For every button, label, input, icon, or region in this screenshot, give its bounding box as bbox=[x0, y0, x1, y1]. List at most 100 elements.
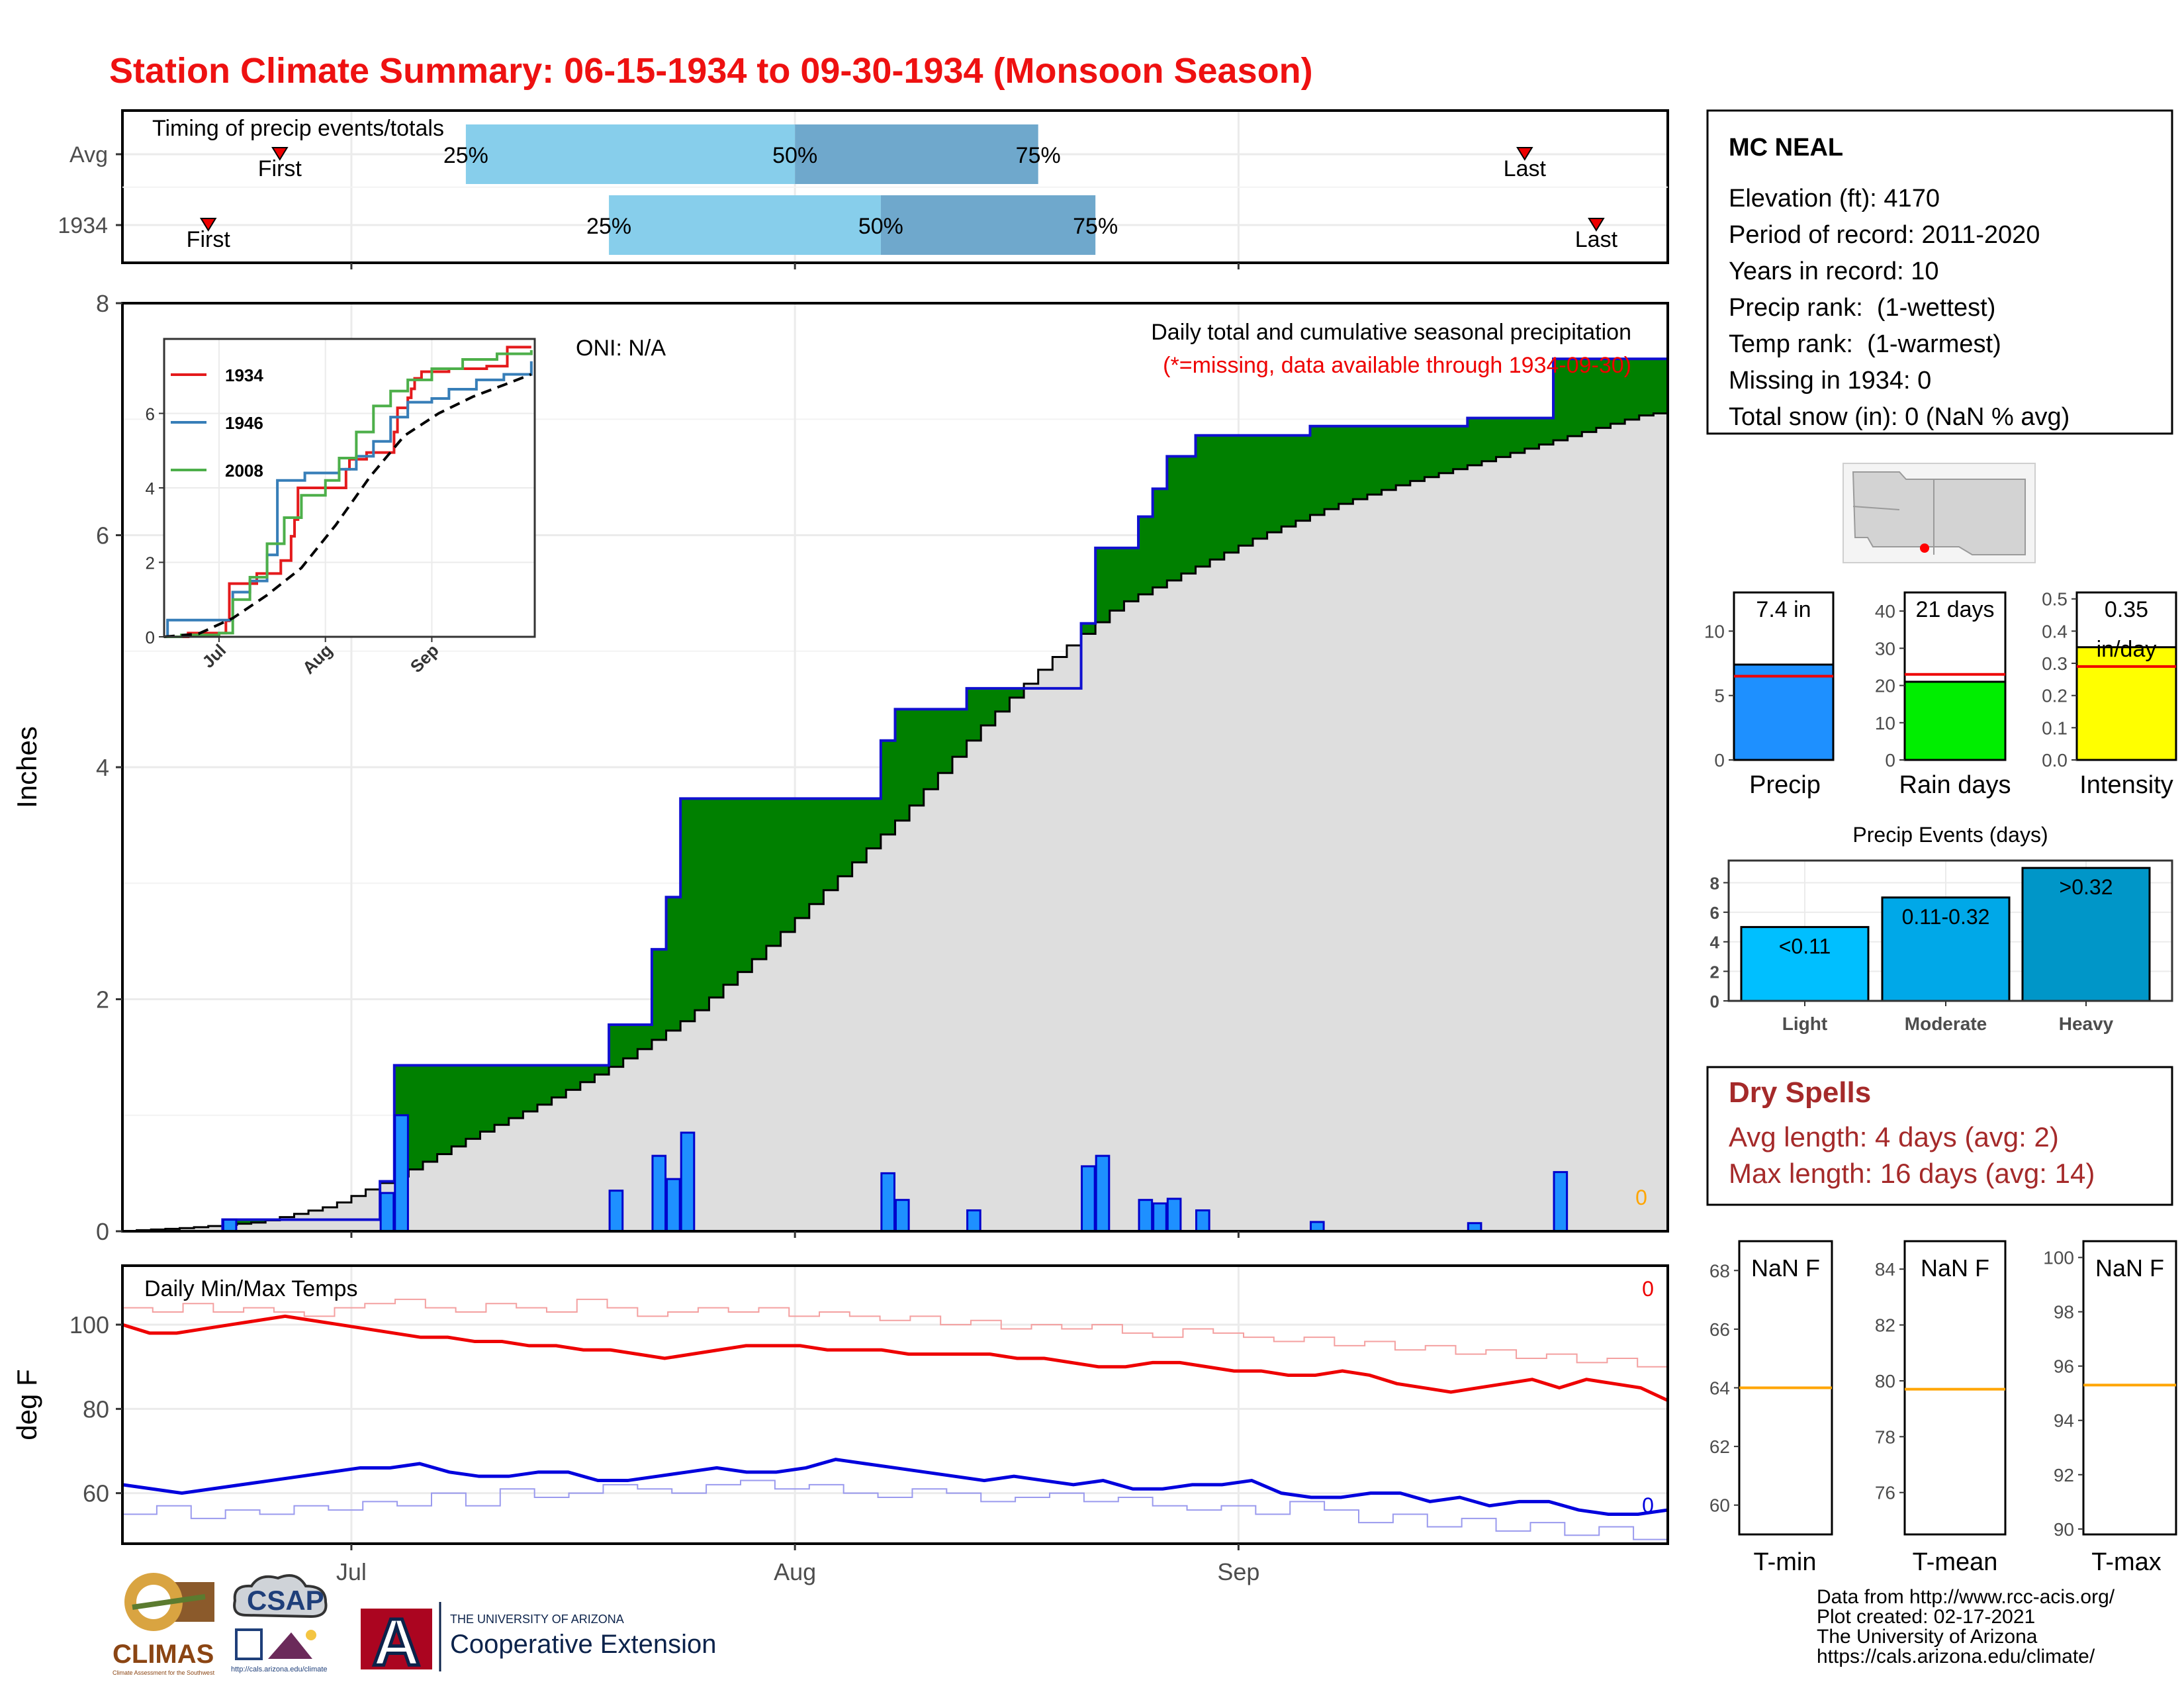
above-average-area bbox=[251, 1219, 266, 1223]
above-average-area bbox=[1396, 426, 1411, 486]
daily-precip-bar bbox=[1309, 1221, 1325, 1233]
above-average-area bbox=[981, 688, 996, 726]
above-average-area bbox=[1410, 426, 1426, 481]
daily-precip-bar bbox=[1095, 1154, 1111, 1233]
tmean-y-tick-label: 78 bbox=[1875, 1427, 1895, 1447]
station-name: MC NEAL bbox=[1729, 134, 1843, 162]
above-average-area bbox=[594, 1065, 610, 1075]
tmin-average-line bbox=[122, 1479, 1668, 1540]
above-average-area bbox=[1224, 435, 1239, 553]
above-average-area bbox=[480, 1065, 495, 1132]
total-value-bar bbox=[1903, 680, 2007, 761]
station-missing: Missing in 1934: 0 bbox=[1729, 367, 1931, 395]
above-average-area bbox=[1353, 426, 1368, 500]
y-axis-label: Inches bbox=[11, 726, 42, 808]
above-average-area bbox=[1081, 623, 1096, 634]
daily-precip-bar bbox=[608, 1190, 624, 1233]
footer-plot-created: Plot created: 02-17-2021 bbox=[1817, 1606, 2035, 1628]
tmean-panel-frame bbox=[1903, 1240, 2007, 1536]
last-event-marker bbox=[1588, 218, 1605, 232]
y-tick-label: 6 bbox=[96, 522, 109, 549]
total-axis-label: Intensity bbox=[2079, 771, 2173, 799]
timing-title: Timing of precip events/totals bbox=[152, 116, 444, 141]
page-title: Station Climate Summary: 06-15-1934 to 0… bbox=[109, 51, 1313, 91]
oni-label: ONI: N/A bbox=[576, 336, 666, 361]
total-y-tick-label: 0 bbox=[1714, 750, 1725, 771]
above-average-area bbox=[1338, 426, 1353, 504]
above-average-area bbox=[1467, 418, 1482, 465]
y-tick-label: 0 bbox=[96, 1218, 109, 1245]
total-value-unit-label: in/day bbox=[2097, 637, 2157, 662]
first-event-label: First bbox=[258, 156, 302, 181]
above-average-area bbox=[1253, 435, 1268, 539]
above-average-area bbox=[566, 1065, 581, 1090]
y-tick-label: 2 bbox=[96, 986, 109, 1013]
timing-q75-label: 75% bbox=[1073, 214, 1118, 239]
station-years: Years in record: 10 bbox=[1729, 258, 1939, 285]
above-average-area bbox=[609, 1025, 624, 1067]
timing-bar-q25-q50 bbox=[609, 195, 881, 255]
ua-logo-top: THE UNIVERSITY OF ARIZONA bbox=[450, 1613, 624, 1626]
tmean-y-tick-label: 84 bbox=[1875, 1259, 1895, 1280]
above-average-area bbox=[580, 1065, 596, 1082]
above-average-area bbox=[866, 798, 882, 849]
timing-row-label: Avg bbox=[69, 142, 108, 167]
above-average-area bbox=[1324, 426, 1340, 510]
timing-panel: 25% 50% 75% First Last Avg 25% 50% 75% First Last 1… bbox=[58, 109, 1669, 269]
above-average-area bbox=[723, 798, 739, 985]
above-average-area bbox=[465, 1065, 481, 1139]
above-average-area bbox=[494, 1065, 510, 1125]
above-average-area bbox=[1439, 426, 1454, 473]
above-average-area bbox=[1625, 359, 1640, 420]
above-average-area bbox=[1367, 426, 1383, 495]
above-average-area bbox=[1152, 489, 1167, 588]
timing-q50-label: 50% bbox=[858, 214, 903, 239]
above-average-area bbox=[1539, 418, 1554, 445]
inset-avg-line bbox=[163, 373, 532, 638]
above-average-area bbox=[1424, 426, 1439, 477]
above-average-area bbox=[852, 798, 867, 863]
station-precip-rank: Precip rank: (1-wettest) bbox=[1729, 294, 1995, 322]
tmean-y-tick-label: 100 bbox=[2043, 1248, 2074, 1268]
station-elevation: Elevation (ft): 4170 bbox=[1729, 185, 1940, 212]
above-average-area bbox=[637, 1025, 653, 1049]
timing-row-label: 1934 bbox=[58, 213, 108, 238]
timing-q50-label: 50% bbox=[772, 143, 817, 168]
above-average-area bbox=[938, 709, 953, 773]
above-average-area bbox=[1596, 359, 1612, 428]
inset-series-line bbox=[164, 361, 533, 638]
precip-events-chart: Precip Events (days) <0.11 Light 0.11-0.32 M… bbox=[1710, 823, 2173, 1034]
ua-cooperative-extension-logo: A THE UNIVERSITY OF ARIZONA Cooperative … bbox=[361, 1602, 716, 1681]
events-bar-label: >0.32 bbox=[2060, 875, 2113, 899]
above-average-area bbox=[952, 709, 968, 757]
total-y-tick-label: 0.4 bbox=[2042, 621, 2068, 641]
station-temp-rank: Temp rank: (1-warmest) bbox=[1729, 330, 2001, 358]
map-border-line bbox=[1852, 479, 1934, 555]
dry-spells-avg: Avg length: 4 days (avg: 2) bbox=[1729, 1121, 2059, 1152]
footer-url: https://cals.arizona.edu/climate/ bbox=[1817, 1646, 2095, 1667]
above-average-area bbox=[1639, 359, 1654, 416]
above-average-area bbox=[1238, 435, 1253, 546]
tmean-y-tick-label: 80 bbox=[1875, 1371, 1895, 1391]
ua-logo-letter: A bbox=[373, 1605, 420, 1679]
total-y-tick-label: 0.2 bbox=[2042, 686, 2068, 706]
above-average-area bbox=[437, 1065, 452, 1154]
events-y-tick-label: 6 bbox=[1710, 903, 1719, 923]
above-average-area bbox=[508, 1065, 523, 1119]
chart-annotation-title: Daily total and cumulative seasonal prec… bbox=[1151, 320, 1631, 345]
dry-spells-title: Dry Spells bbox=[1729, 1076, 1871, 1109]
above-average-area bbox=[823, 798, 839, 890]
last-event-label: Last bbox=[1575, 227, 1618, 252]
temps-y-tick-label: 80 bbox=[83, 1395, 109, 1423]
above-average-area bbox=[880, 740, 896, 835]
csap-logo-text: CSAP bbox=[247, 1585, 324, 1616]
above-average-area bbox=[1267, 435, 1282, 533]
last-event-marker bbox=[1516, 147, 1533, 161]
tmean-axis-label: T-mean bbox=[1913, 1548, 1998, 1576]
total-y-tick-label: 20 bbox=[1875, 676, 1895, 696]
above-average-area bbox=[451, 1065, 467, 1147]
above-average-area bbox=[1095, 547, 1111, 622]
csap-logo: CSAP http://cals.arizona.edu/climate bbox=[231, 1574, 328, 1673]
tmean-value-label: NaN F bbox=[1751, 1254, 1820, 1282]
